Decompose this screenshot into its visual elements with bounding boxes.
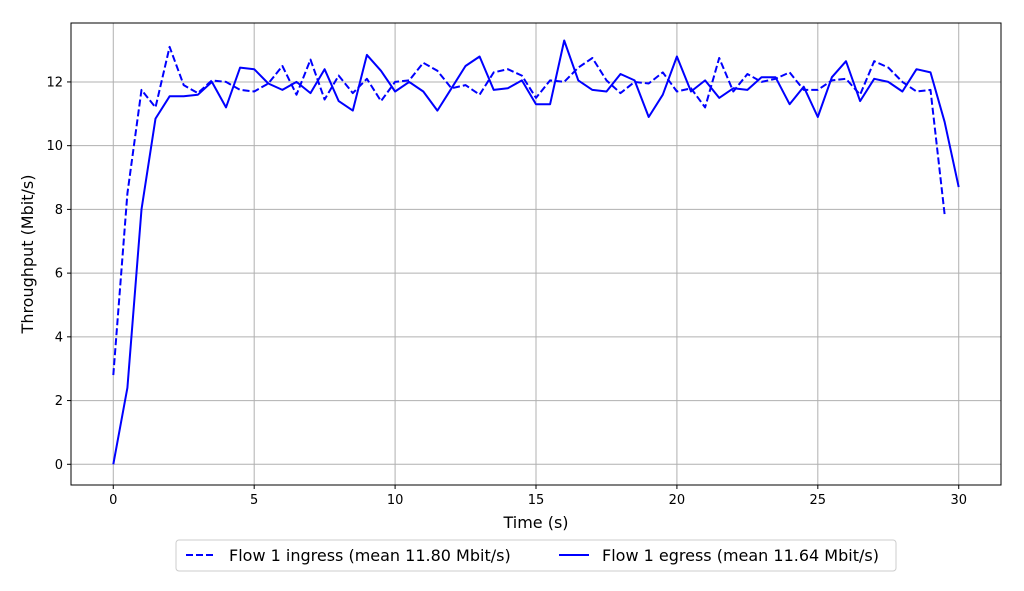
- x-tick-label: 25: [810, 493, 827, 508]
- series-line-ingress: [112, 45, 946, 376]
- x-tick-label: 30: [950, 493, 967, 508]
- legend: Flow 1 ingress (mean 11.80 Mbit/s) Flow …: [175, 539, 897, 572]
- x-axis-label: Time (s): [502, 513, 568, 532]
- y-tick-label: 6: [55, 267, 63, 282]
- y-tick-label: 12: [46, 75, 63, 90]
- axis-ticks: 0 5 10 15 20 25 30 0 2 4 6 8 10 12: [46, 75, 967, 508]
- series-lines: [112, 39, 960, 465]
- grid-lines: [71, 23, 1001, 485]
- x-tick-label: 5: [250, 493, 258, 508]
- y-tick-label: 8: [55, 203, 63, 218]
- legend-label-egress: Flow 1 egress (mean 11.64 Mbit/s): [602, 546, 879, 565]
- series-line-egress: [112, 39, 960, 465]
- legend-label-ingress: Flow 1 ingress (mean 11.80 Mbit/s): [229, 546, 511, 565]
- x-tick-label: 10: [387, 493, 404, 508]
- y-tick-label: 4: [55, 330, 63, 345]
- y-tick-label: 0: [55, 458, 63, 473]
- y-tick-label: 2: [55, 394, 63, 409]
- x-tick-label: 0: [109, 493, 117, 508]
- y-tick-label: 10: [46, 139, 63, 154]
- y-axis-label: Throughput (Mbit/s): [18, 175, 37, 335]
- x-tick-label: 20: [669, 493, 686, 508]
- x-tick-label: 15: [528, 493, 545, 508]
- legend-box: [175, 539, 897, 572]
